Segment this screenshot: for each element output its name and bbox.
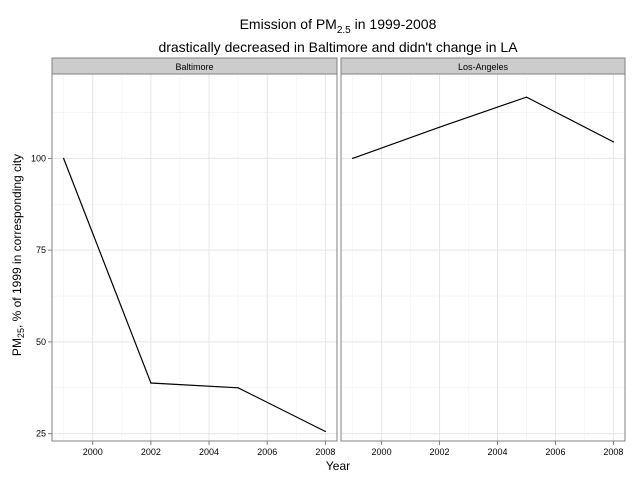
series-line-baltimore (63, 158, 326, 433)
chart-title-prefix: Emission of PM (240, 16, 337, 32)
x-tick-label: 2000 (372, 447, 392, 457)
chart-title-subscript: 2.5 (337, 25, 351, 36)
strip-label-baltimore: Baltimore (175, 62, 213, 72)
y-axis-label-prefix: PM (10, 338, 24, 356)
data-point-baltimore (150, 382, 152, 384)
chart-title-line1: Emission of PM2.5 in 1999-2008 (240, 16, 437, 36)
data-point-los-angeles (438, 126, 441, 128)
x-axis-label: Year (326, 459, 350, 473)
data-point-baltimore (237, 387, 239, 389)
chart-title-suffix: in 1999-2008 (351, 16, 437, 32)
y-axis-label-suffix: , % of 1999 in corresponding city (10, 154, 24, 328)
panel-background-baltimore (52, 74, 337, 441)
y-tick-label: 50 (36, 337, 46, 347)
x-tick-label: 2008 (315, 447, 335, 457)
data-point-baltimore (324, 430, 326, 433)
y-tick-label: 100 (31, 153, 46, 163)
panel-border-los-angeles (340, 73, 626, 442)
panel-baltimore: Baltimore 2000 2002 2004 2006 2008 25 50 75 100 (31, 57, 338, 457)
x-tick-label: 2004 (199, 447, 219, 457)
panel-background-los-angeles (341, 74, 625, 441)
panel-los-angeles: Los-Angeles 2000 2002 2004 2006 2008 (340, 57, 626, 457)
x-tick-label: 2008 (603, 447, 623, 457)
y-tick-label: 25 (36, 429, 46, 439)
strip-label-los-angeles: Los-Angeles (458, 62, 509, 72)
facet-panels: Baltimore 2000 2002 2004 2006 2008 25 50 75 100 Lo… (31, 57, 626, 457)
series-line-los-angeles (352, 96, 614, 159)
panel-border-baltimore (51, 73, 338, 442)
data-point-los-angeles (351, 157, 354, 160)
data-point-los-angeles (525, 96, 528, 98)
chart-title-line2: drastically decreased in Baltimore and d… (158, 39, 518, 55)
y-axis-label: PM25, % of 1999 in corresponding city (10, 154, 26, 356)
y-tick-label: 75 (36, 245, 46, 255)
y-axis-label-subscript: 25 (16, 328, 26, 338)
data-point-los-angeles (612, 141, 615, 143)
x-tick-label: 2000 (83, 447, 103, 457)
data-point-baltimore (63, 157, 65, 160)
x-tick-label: 2004 (487, 447, 507, 457)
x-tick-label: 2002 (141, 447, 161, 457)
x-tick-label: 2006 (545, 447, 565, 457)
x-tick-label: 2006 (257, 447, 277, 457)
x-tick-label: 2002 (430, 447, 450, 457)
